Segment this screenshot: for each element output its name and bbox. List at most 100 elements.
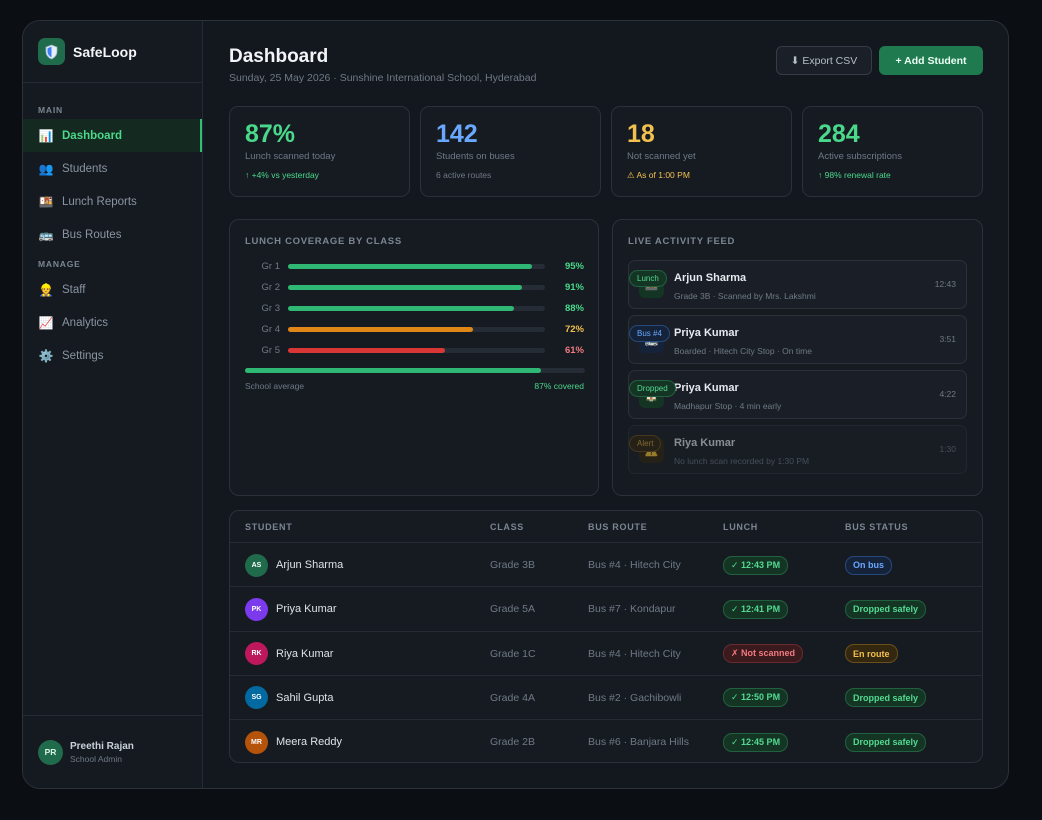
stat-value: 18 [627, 120, 655, 148]
sidebar-item-label: Bus Routes [62, 228, 122, 241]
main-content: Dashboard Sunday, 25 May 2026 · Sunshine… [203, 21, 1008, 788]
coverage-track [288, 305, 545, 311]
column-header: LUNCH [723, 522, 758, 532]
school-average-track [245, 368, 585, 373]
page-title: Dashboard [229, 46, 329, 67]
coverage-class-label: Gr 2 [261, 281, 280, 293]
user-profile[interactable]: PR Preethi Rajan School Admin [23, 715, 202, 788]
coverage-track [288, 284, 545, 290]
avatar: MR [245, 730, 268, 754]
sidebar-item-analytics[interactable]: 📈 Analytics [23, 306, 202, 339]
brand-name: SafeLoop [73, 43, 137, 60]
feed-time: 3:51 [939, 334, 956, 344]
coverage-fill [288, 326, 474, 332]
user-name: Preethi Rajan [70, 740, 134, 752]
add-student-button[interactable]: + Add Student [879, 46, 983, 75]
table-row[interactable]: AS Arjun Sharma Grade 3B Bus #4 · Hitech Ci… [230, 542, 982, 586]
column-header: STUDENT [245, 522, 293, 532]
coverage-row: Gr 3 88% [245, 301, 584, 315]
lunch-status-badge: ✓ 12:41 PM [723, 599, 789, 619]
feed-description: Boarded · Hitech City Stop · On time [674, 346, 812, 356]
sidebar-item-students[interactable]: 👥 Students [23, 152, 202, 185]
sidebar-item-dashboard[interactable]: 📊 Dashboard [23, 119, 202, 152]
bus-route: Bus #4 · Hitech City [588, 647, 681, 660]
coverage-track [288, 263, 545, 269]
bar-chart-icon: 📊 [38, 128, 54, 143]
coverage-percent: 95% [564, 260, 584, 272]
avatar: PK [245, 597, 268, 621]
student-class: Grade 3B [490, 559, 535, 571]
activity-feed-panel: LIVE ACTIVITY FEED 🍱Arjun SharmaLunchGra… [612, 219, 983, 496]
bus-route: Bus #6 · Banjara Hills [588, 736, 689, 749]
coverage-fill [288, 263, 533, 269]
lunch-status-badge: ✓ 12:45 PM [723, 732, 789, 752]
stat-value: 284 [818, 120, 860, 148]
stat-value: 142 [436, 120, 478, 148]
coverage-percent: 91% [564, 281, 584, 293]
coverage-fill [288, 284, 522, 290]
coverage-track [288, 326, 545, 332]
student-name: Meera Reddy [276, 736, 343, 749]
gear-icon: ⚙️ [38, 348, 54, 363]
coverage-row: Gr 2 91% [245, 280, 584, 294]
avatar: AS [245, 553, 268, 577]
feed-tag: Lunch [629, 270, 667, 287]
trend-chart-icon: 📈 [38, 315, 54, 330]
stat-sub: ⚠ As of 1:00 PM [627, 170, 690, 180]
table-row[interactable]: RK Riya Kumar Grade 1C Bus #4 · Hitech City… [230, 630, 982, 675]
bus-status-badge: Dropped safely [845, 732, 927, 752]
stat-card-active-subscriptions: 284 Active subscriptions ↑ 98% renewal r… [802, 106, 983, 197]
nav-section-main: MAIN [38, 105, 63, 115]
coverage-row: Gr 1 95% [245, 259, 584, 273]
coverage-row: Gr 4 72% [245, 322, 584, 336]
coverage-percent: 61% [564, 344, 584, 356]
sidebar-item-staff[interactable]: 👷 Staff [23, 273, 202, 306]
school-average-label: School average [245, 381, 305, 391]
coverage-class-label: Gr 1 [261, 260, 280, 272]
feed-time: 4:22 [939, 389, 956, 399]
coverage-track [288, 347, 545, 353]
lunch-status-badge: ✓ 12:43 PM [723, 555, 789, 575]
stat-label: Active subscriptions [818, 151, 902, 162]
student-name: Arjun Sharma [276, 559, 344, 571]
feed-time: 1:30 [939, 444, 956, 454]
brand[interactable]: SafeLoop [23, 21, 202, 83]
table-row[interactable]: SG Sahil Gupta Grade 4A Bus #2 · Gachibowli… [230, 674, 982, 719]
stat-label: Not scanned yet [627, 151, 696, 162]
table-row[interactable]: PK Priya Kumar Grade 5A Bus #7 · Kondapur ✓ … [230, 586, 982, 630]
panel-title: LUNCH COVERAGE BY CLASS [245, 236, 402, 247]
bus-route: Bus #2 · Gachibowli [588, 691, 682, 704]
feed-tag: Bus #4 [629, 325, 670, 342]
student-class: Grade 1C [490, 647, 536, 660]
sidebar: SafeLoop MAIN 📊 Dashboard 👥 Students 🍱 L… [23, 21, 203, 788]
coverage-fill [288, 305, 515, 311]
school-average-value: 87% covered [534, 381, 584, 391]
sidebar-item-label: Staff [62, 283, 86, 296]
sidebar-item-lunch-reports[interactable]: 🍱 Lunch Reports [23, 185, 202, 218]
coverage-row: Gr 5 61% [245, 343, 584, 357]
coverage-percent: 88% [564, 302, 584, 314]
sidebar-item-bus-routes[interactable]: 🚌 Bus Routes [23, 218, 202, 251]
feed-description: Madhapur Stop · 4 min early [674, 401, 782, 411]
stat-card-lunch-scanned: 87% Lunch scanned today ↑ +4% vs yesterd… [229, 106, 410, 197]
student-name: Priya Kumar [276, 603, 337, 616]
export-csv-button[interactable]: ⬇ Export CSV [776, 46, 872, 75]
bus-status-badge: Dropped safely [845, 599, 927, 619]
app-window: SafeLoop MAIN 📊 Dashboard 👥 Students 🍱 L… [22, 20, 1009, 789]
bus-icon: 🚌 [38, 227, 54, 242]
people-icon: 👥 [38, 161, 54, 176]
table-row[interactable]: MR Meera Reddy Grade 2B Bus #6 · Banjara Hi… [230, 719, 982, 763]
sidebar-item-settings[interactable]: ⚙️ Settings [23, 339, 202, 372]
user-role: School Admin [70, 753, 122, 764]
coverage-class-label: Gr 5 [261, 344, 280, 356]
page-subtitle: Sunday, 25 May 2026 · Sunshine Internati… [229, 72, 537, 84]
coverage-percent: 72% [564, 323, 584, 335]
avatar: SG [245, 686, 268, 710]
stat-value: 87% [245, 120, 296, 148]
students-table: STUDENT CLASS BUS ROUTE LUNCH BUS STATUS… [229, 510, 983, 763]
student-name: Sahil Gupta [276, 691, 334, 704]
